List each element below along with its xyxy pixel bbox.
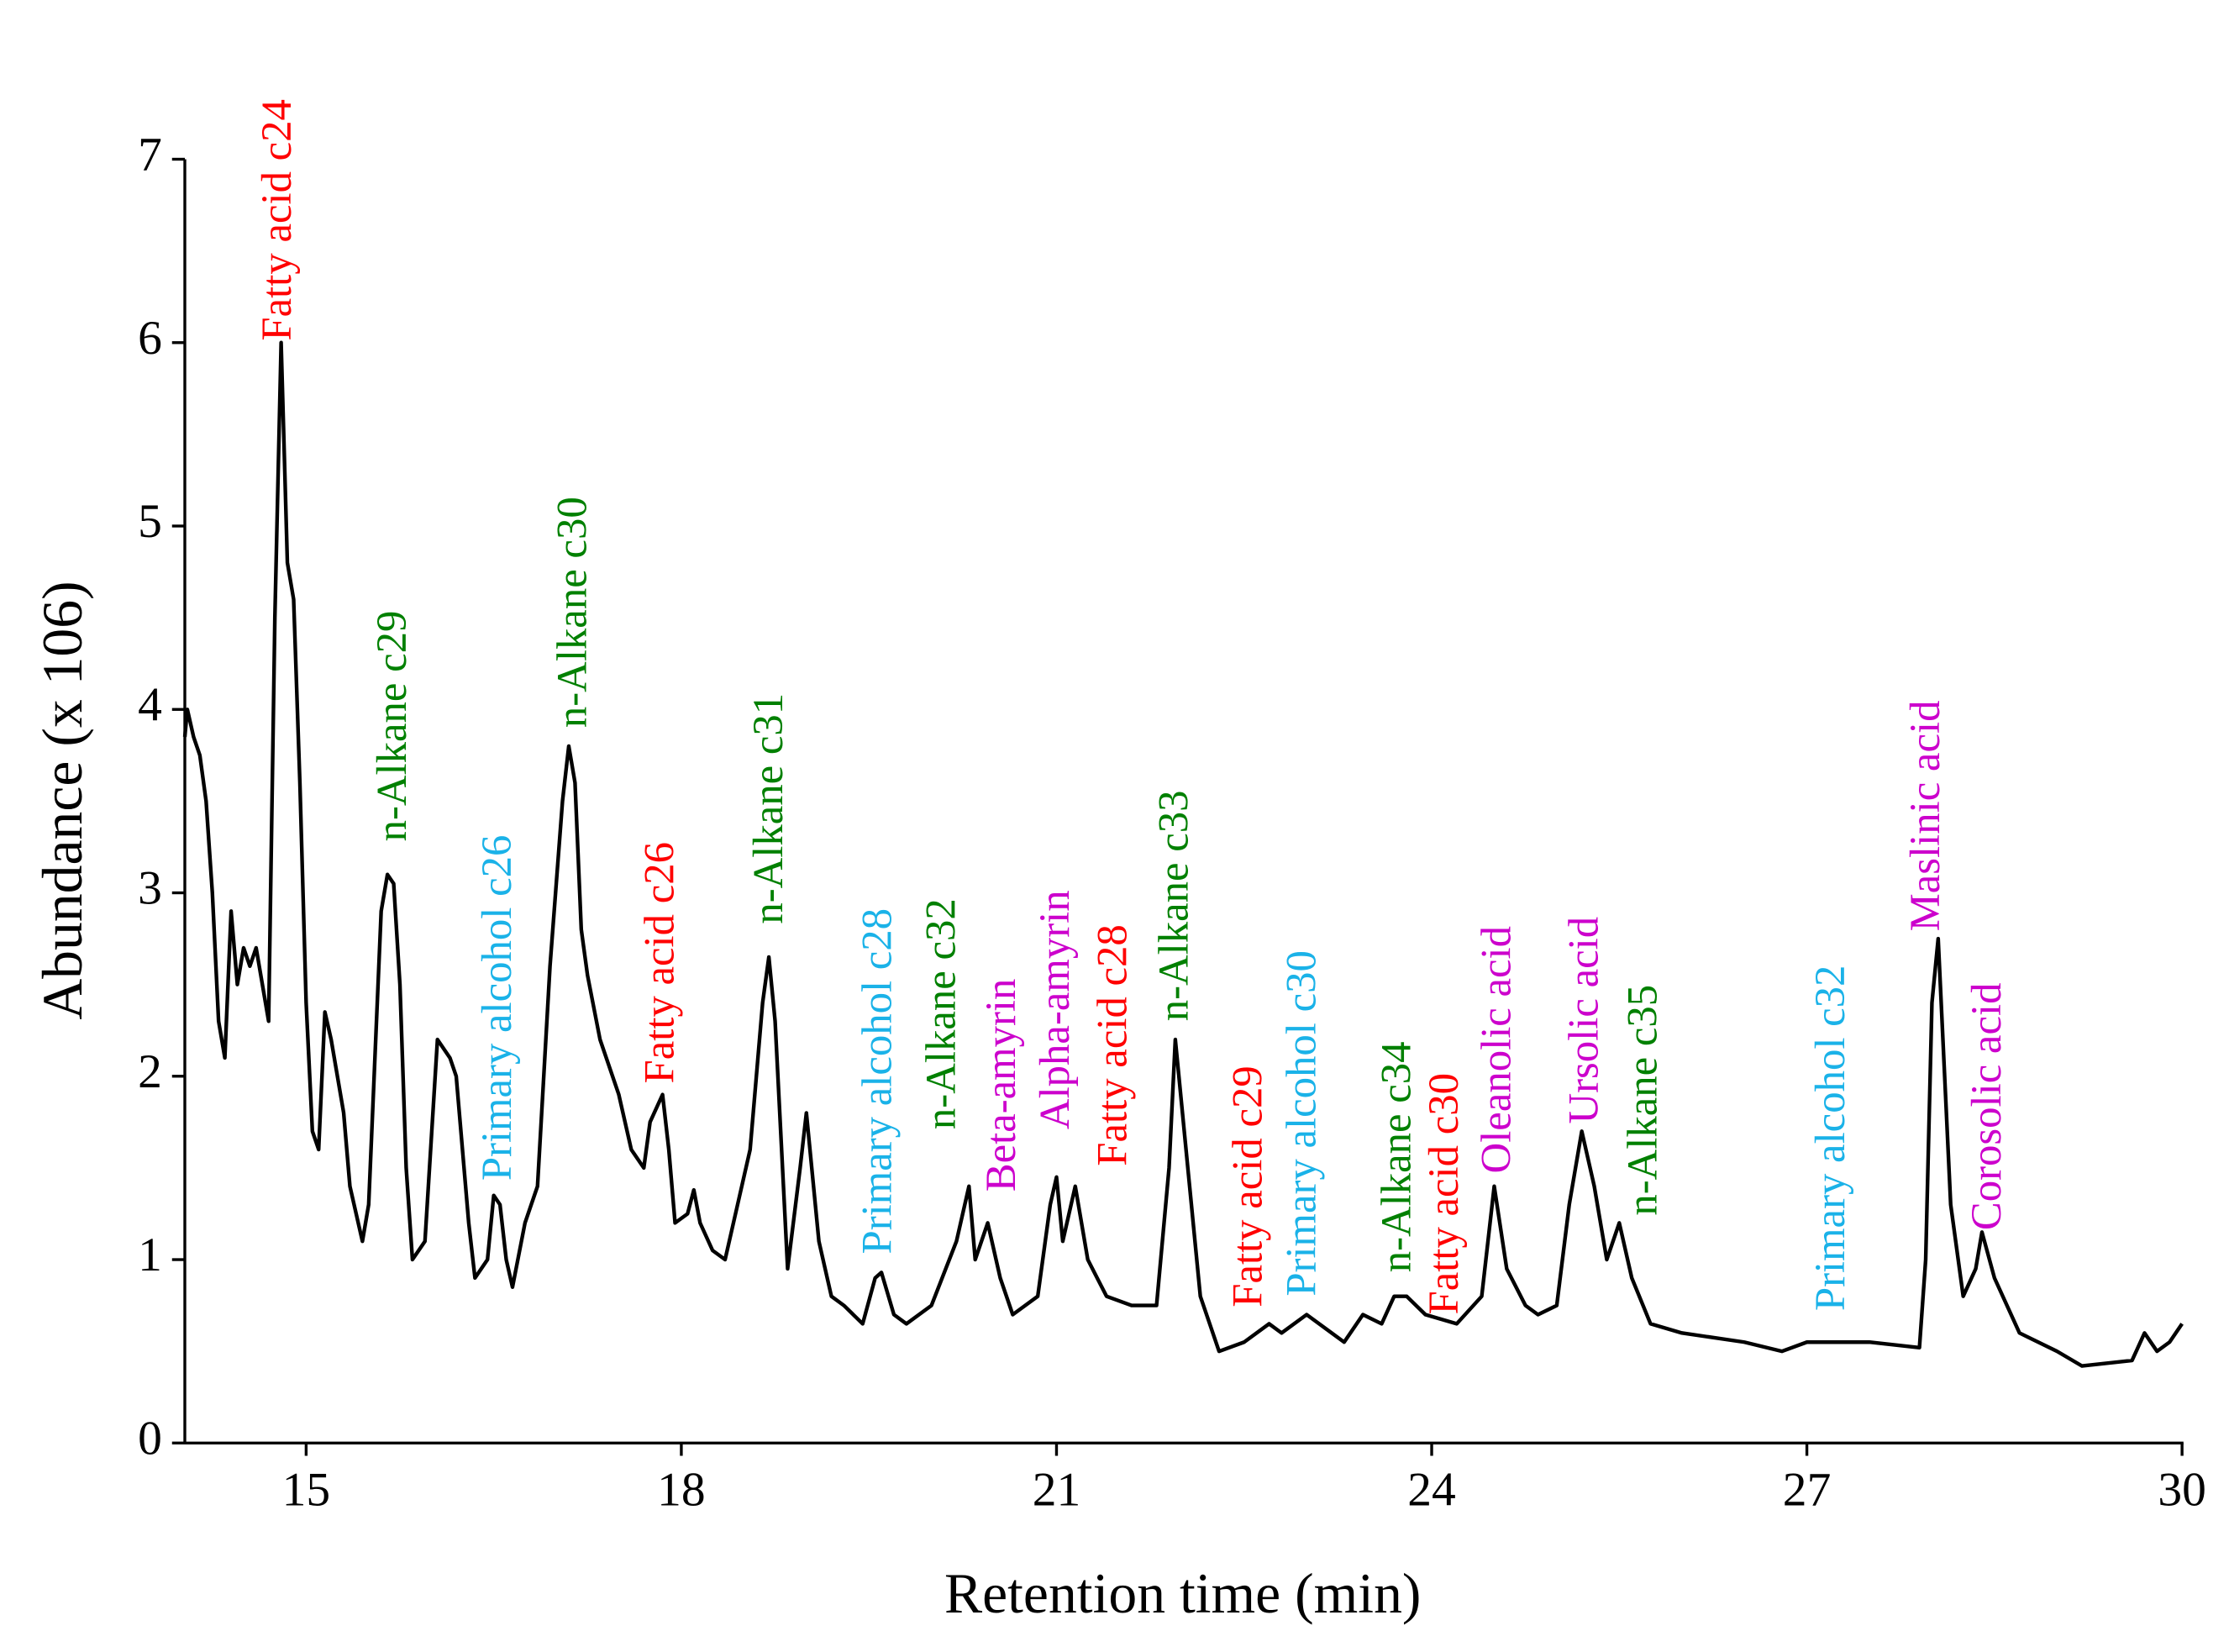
peak-label: Fatty acid c28 bbox=[1089, 924, 1136, 1166]
peak-label: n-Alkane c31 bbox=[744, 693, 791, 924]
y-axis-title: Abundance (x 106) bbox=[31, 581, 94, 1019]
peak-label: Maslinic acid bbox=[1901, 701, 1948, 932]
chromatogram-line bbox=[182, 340, 2184, 1368]
peak-label: Primary alcohol c26 bbox=[473, 835, 520, 1181]
peak-label: Fatty acid c29 bbox=[1223, 1065, 1270, 1307]
x-tick-label: 18 bbox=[657, 1463, 706, 1516]
y-tick-label: 0 bbox=[138, 1412, 162, 1465]
x-tick-label: 15 bbox=[282, 1463, 331, 1516]
peak-label: n-Alkane c30 bbox=[549, 497, 596, 728]
x-axis-title: Retention time (min) bbox=[944, 1562, 1421, 1625]
peak-label: Primary alcohol c30 bbox=[1277, 950, 1324, 1297]
x-tick-label: 24 bbox=[1407, 1463, 1456, 1516]
peak-label: Beta-amyrin bbox=[977, 979, 1024, 1192]
peak-label: Corosolic acid bbox=[1963, 983, 2010, 1231]
peak-label: Oleanolic acid bbox=[1473, 926, 1520, 1174]
peak-label: n-Alkane c29 bbox=[368, 611, 415, 842]
y-tick-label: 3 bbox=[138, 862, 162, 915]
peak-label: n-Alkane c32 bbox=[917, 898, 965, 1129]
peak-label: n-Alkane c35 bbox=[1619, 985, 1666, 1216]
peak-label: Alpha-amyrin bbox=[1031, 890, 1078, 1129]
peak-label: n-Alkane c34 bbox=[1372, 1042, 1419, 1273]
y-tick-label: 6 bbox=[138, 312, 162, 365]
peak-label: Fatty acid c26 bbox=[636, 842, 683, 1084]
peak-label: Primary alcohol c32 bbox=[1806, 965, 1853, 1312]
y-tick-label: 5 bbox=[138, 495, 162, 548]
y-tick-label: 1 bbox=[138, 1228, 162, 1281]
peak-label: Fatty acid c30 bbox=[1420, 1073, 1467, 1315]
y-tick-label: 4 bbox=[138, 678, 162, 731]
peak-label: Primary alcohol c28 bbox=[854, 908, 901, 1255]
y-tick-label: 2 bbox=[138, 1045, 162, 1098]
x-tick-label: 21 bbox=[1033, 1463, 1081, 1516]
x-tick-label: 30 bbox=[2158, 1463, 2206, 1516]
peak-label: Fatty acid c24 bbox=[253, 99, 300, 341]
peak-label: n-Alkane c33 bbox=[1150, 791, 1197, 1022]
peak-label: Ursolic acid bbox=[1560, 917, 1607, 1124]
x-tick-label: 27 bbox=[1783, 1463, 1832, 1516]
y-tick-label: 7 bbox=[138, 129, 162, 182]
